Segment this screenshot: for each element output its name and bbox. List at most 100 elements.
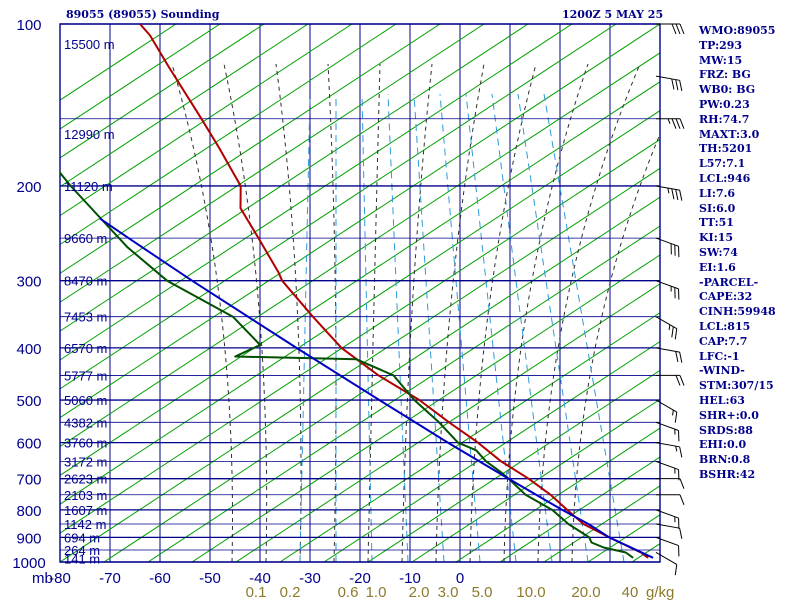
mixing-ratio-line: [439, 93, 481, 562]
moist-adiabat: [367, 63, 381, 562]
wind-barb-flag: [674, 564, 678, 576]
height-label: 1142 m: [64, 517, 106, 532]
isotherm-grid: [59, 24, 661, 562]
dry-adiabat: [367, 369, 660, 562]
stat-item: WMO:89055: [699, 24, 776, 37]
moist-adiabat: [469, 63, 537, 562]
parcel-line: [99, 217, 654, 559]
height-label: 4382 m: [64, 415, 107, 430]
sounding-profiles: [60, 24, 654, 559]
stat-item: HEL:63: [699, 393, 745, 407]
temperature-tick-label: -70: [99, 570, 121, 587]
wind-barb-flag: [679, 446, 683, 458]
dry-adiabat: [60, 24, 660, 419]
pressure-tick-label: 900: [16, 530, 41, 547]
moist-adiabat: [571, 132, 660, 562]
wind-barb: [655, 509, 680, 529]
stat-item: LFC:-1: [699, 349, 740, 363]
height-label: 15500 m: [64, 37, 115, 52]
stat-item: SI:6.0: [699, 201, 736, 215]
dry-adiabat: [103, 196, 660, 562]
stat-item: CAP:7.7: [699, 334, 748, 348]
temperature-tick-label: 0: [456, 570, 464, 587]
moist-adiabat: [503, 63, 589, 562]
temperature-line: [139, 24, 649, 559]
dry-adiabat: [60, 24, 309, 188]
wind-barb: [656, 118, 685, 129]
wind-barb-flag: [675, 351, 679, 363]
height-label: 3172 m: [64, 454, 107, 469]
dry-adiabat: [60, 24, 441, 274]
wind-barb: [655, 421, 680, 442]
mixing-ratio-line: [465, 93, 517, 562]
mixing-ratio-line: [299, 93, 311, 562]
stat-item: -PARCEL-: [699, 275, 759, 289]
stats-panel: WMO:89055 TP:293 MW:15 FRZ: BG WB0: BG PW:0.2…: [699, 24, 776, 483]
moist-adiabat: [401, 63, 433, 562]
wind-barb-flag: [679, 80, 683, 91]
station-title: 89055 (89055) Sounding: [66, 8, 220, 21]
stat-item: SHR+:0.0: [699, 408, 759, 422]
adiabat-lines: [60, 24, 660, 562]
dry-adiabat: [191, 254, 660, 562]
wind-barb-half: [667, 187, 670, 194]
wind-barb: [655, 552, 678, 576]
height-label: 6570 m: [64, 341, 107, 356]
wind-barbs: [655, 23, 685, 576]
isobar-grid: [59, 23, 661, 563]
stat-item: PW:0.23: [699, 97, 750, 111]
temperature-tick-label: -40: [249, 570, 271, 587]
wind-barb: [655, 280, 680, 300]
wind-barb: [655, 460, 680, 481]
pressure-unit-label: mb: [32, 570, 53, 587]
stat-item: TH:5201: [699, 142, 753, 156]
height-label: 694 m: [64, 530, 100, 545]
stat-item: SW:74: [699, 245, 738, 259]
wind-barb-flag: [679, 478, 685, 489]
dry-adiabat: [455, 427, 660, 562]
dry-adiabat: [60, 138, 660, 534]
pressure-tick-label: 500: [16, 393, 41, 410]
wind-barb-flag: [679, 118, 685, 129]
mixing-ratio-label: 0.2: [280, 584, 301, 600]
wind-barb: [655, 523, 683, 539]
dry-adiabat: [60, 24, 617, 390]
height-label: 5060 m: [64, 393, 107, 408]
stat-item: CINH:59948: [699, 305, 776, 319]
mixing-ratio-label: 5.0: [472, 584, 493, 600]
wind-barb-flag: [679, 351, 683, 363]
wind-barb-flag: [671, 23, 677, 35]
wind-barb-flag: [674, 328, 678, 340]
moist-adiabat: [275, 63, 302, 562]
height-label: 2103 m: [64, 488, 107, 503]
wind-barb-half: [667, 118, 671, 124]
wind-barb-flag: [679, 375, 685, 386]
dry-adiabat: [60, 24, 397, 246]
pressure-tick-label: 1000: [12, 555, 45, 572]
wind-barb: [656, 494, 685, 505]
temperature-tick-label: -80: [49, 570, 71, 587]
wind-barb-flag: [671, 118, 677, 129]
stat-item: BRN:0.8: [699, 453, 751, 467]
wind-barb-half: [668, 324, 671, 331]
temperature-tick-label: -30: [299, 570, 321, 587]
moist-adiabat: [223, 63, 268, 562]
stat-item: SRDS:88: [699, 423, 753, 437]
mixing-ratio-label: 1.0: [366, 584, 387, 600]
stat-item: L57:7.1: [699, 157, 746, 171]
wind-barb: [655, 399, 678, 423]
wind-barb-flag: [671, 188, 675, 200]
moist-adiabat: [327, 63, 337, 562]
pressure-tick-label: 700: [16, 472, 41, 489]
pressure-tick-label: 200: [16, 179, 41, 196]
mixing-ratio-line: [387, 93, 409, 562]
wind-barb-half: [672, 409, 674, 416]
stat-item: -WIND-: [699, 364, 745, 378]
dry-adiabat: [323, 340, 660, 562]
wind-barb: [655, 442, 683, 458]
plot-frame: [59, 23, 661, 563]
stat-item: MW:15: [699, 53, 743, 67]
wind-barb-flag: [675, 23, 681, 35]
wind-barb-flag: [671, 326, 674, 338]
pressure-tick-label: 800: [16, 503, 41, 520]
